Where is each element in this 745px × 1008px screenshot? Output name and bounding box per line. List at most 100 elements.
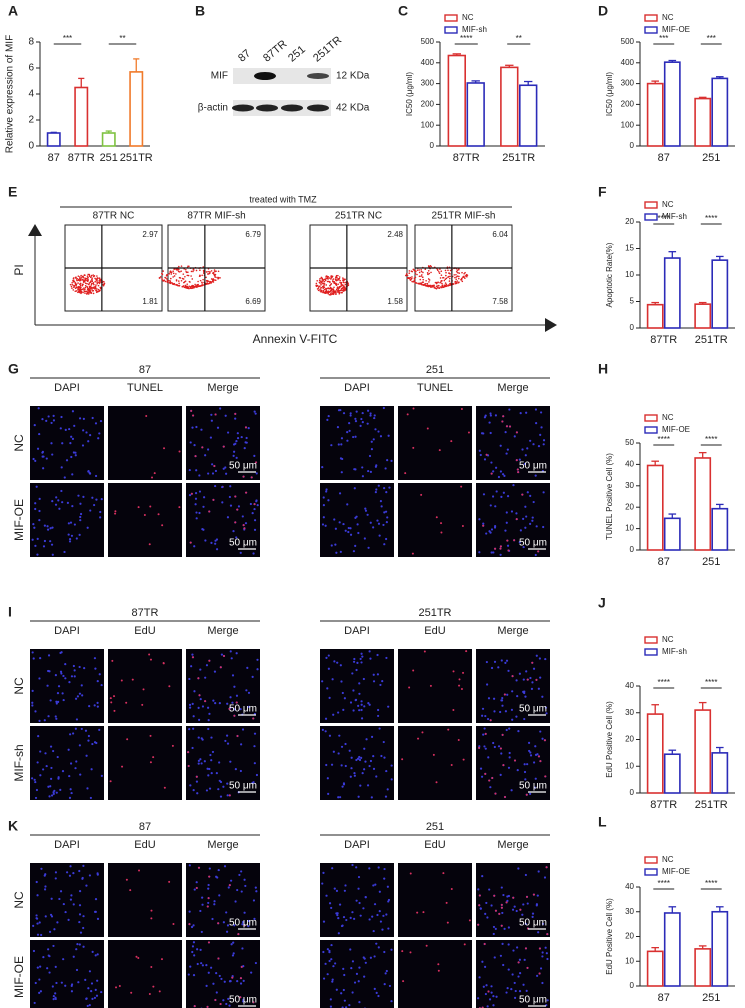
event-dot	[447, 276, 449, 278]
nucleus	[222, 999, 225, 1002]
nucleus	[31, 704, 34, 707]
nucleus	[188, 910, 191, 913]
event-dot	[447, 269, 449, 272]
event-dot	[97, 284, 100, 287]
bar	[101, 132, 116, 147]
event-dot	[331, 279, 334, 281]
nucleus	[537, 931, 540, 934]
micrograph-bg	[108, 649, 182, 723]
nucleus	[477, 888, 480, 891]
event-dot	[202, 271, 205, 273]
event-dot	[202, 266, 205, 268]
stain	[483, 943, 486, 946]
plot-title: 251TR NC	[335, 211, 382, 222]
nucleus	[59, 427, 62, 430]
nucleus	[47, 785, 50, 788]
stain	[172, 923, 175, 926]
event-dot	[77, 275, 80, 277]
stain	[531, 661, 534, 664]
nucleus	[52, 749, 55, 753]
nucleus	[59, 670, 63, 673]
nucleus	[357, 980, 360, 983]
nucleus	[225, 1002, 228, 1006]
nucleus	[187, 973, 190, 976]
event-dot	[219, 277, 221, 279]
nucleus	[507, 669, 510, 672]
nucleus	[492, 932, 495, 936]
event-dot	[74, 290, 77, 293]
stain	[135, 955, 138, 958]
nucleus	[67, 748, 70, 751]
column-label: Merge	[207, 839, 238, 851]
legend-label: MIF-sh	[462, 25, 487, 34]
nucleus	[502, 893, 505, 897]
group-title: 251TR	[418, 607, 451, 619]
scale-label: 50 μm	[519, 781, 547, 792]
nucleus	[482, 493, 486, 496]
nucleus	[79, 773, 82, 776]
nucleus	[200, 762, 203, 765]
stain	[253, 503, 256, 506]
event-dot	[343, 279, 345, 281]
y-tick-label: 0	[430, 141, 435, 150]
stain	[114, 512, 117, 515]
nucleus	[225, 734, 229, 737]
nucleus	[212, 699, 215, 702]
event-dot	[182, 273, 185, 275]
nucleus	[378, 890, 381, 893]
micrograph-bg	[30, 483, 104, 557]
nucleus	[342, 522, 345, 526]
event-dot	[194, 283, 196, 286]
nucleus	[361, 411, 364, 415]
event-dot	[193, 269, 195, 271]
nucleus	[69, 865, 72, 868]
stain	[255, 461, 258, 464]
event-dot	[322, 279, 325, 281]
nucleus	[344, 764, 347, 768]
nucleus	[37, 735, 40, 738]
nucleus	[57, 776, 60, 779]
stain	[243, 924, 246, 927]
x-tick-label: 251	[702, 152, 720, 164]
micrograph-bg	[186, 863, 260, 937]
lane-label: 251	[286, 44, 308, 65]
nucleus	[67, 522, 70, 525]
nucleus	[196, 948, 199, 951]
event-dot	[202, 269, 205, 272]
nucleus	[253, 410, 256, 413]
nucleus	[338, 734, 341, 737]
nucleus	[482, 733, 485, 736]
event-dot	[335, 279, 337, 281]
event-dot	[455, 273, 457, 276]
stain	[190, 492, 193, 495]
nucleus	[198, 718, 201, 722]
y-axis-label: IC50 (μg/ml)	[405, 72, 414, 117]
nucleus	[501, 696, 504, 700]
nucleus	[64, 910, 67, 914]
significance-label: ****	[705, 879, 717, 888]
nucleus	[39, 965, 42, 968]
significance-label: ****	[705, 214, 717, 223]
stain	[149, 734, 152, 737]
stain	[478, 746, 481, 749]
stain	[489, 719, 492, 722]
stain	[239, 996, 242, 999]
nucleus	[370, 735, 374, 739]
event-dot	[455, 276, 458, 278]
nucleus	[545, 952, 548, 955]
nucleus	[522, 678, 525, 681]
event-dot	[84, 277, 87, 280]
micrograph: 50 μm	[186, 649, 260, 723]
event-dot	[73, 280, 76, 283]
stain	[507, 549, 510, 552]
event-dot	[330, 283, 333, 285]
stain	[526, 678, 529, 681]
nucleus	[207, 718, 210, 722]
event-dot	[427, 270, 430, 272]
nucleus	[356, 661, 359, 664]
nucleus	[381, 928, 384, 931]
nucleus	[367, 469, 370, 473]
nucleus	[481, 707, 485, 710]
nucleus	[372, 767, 376, 770]
row-label: MIF-OE	[12, 956, 26, 998]
